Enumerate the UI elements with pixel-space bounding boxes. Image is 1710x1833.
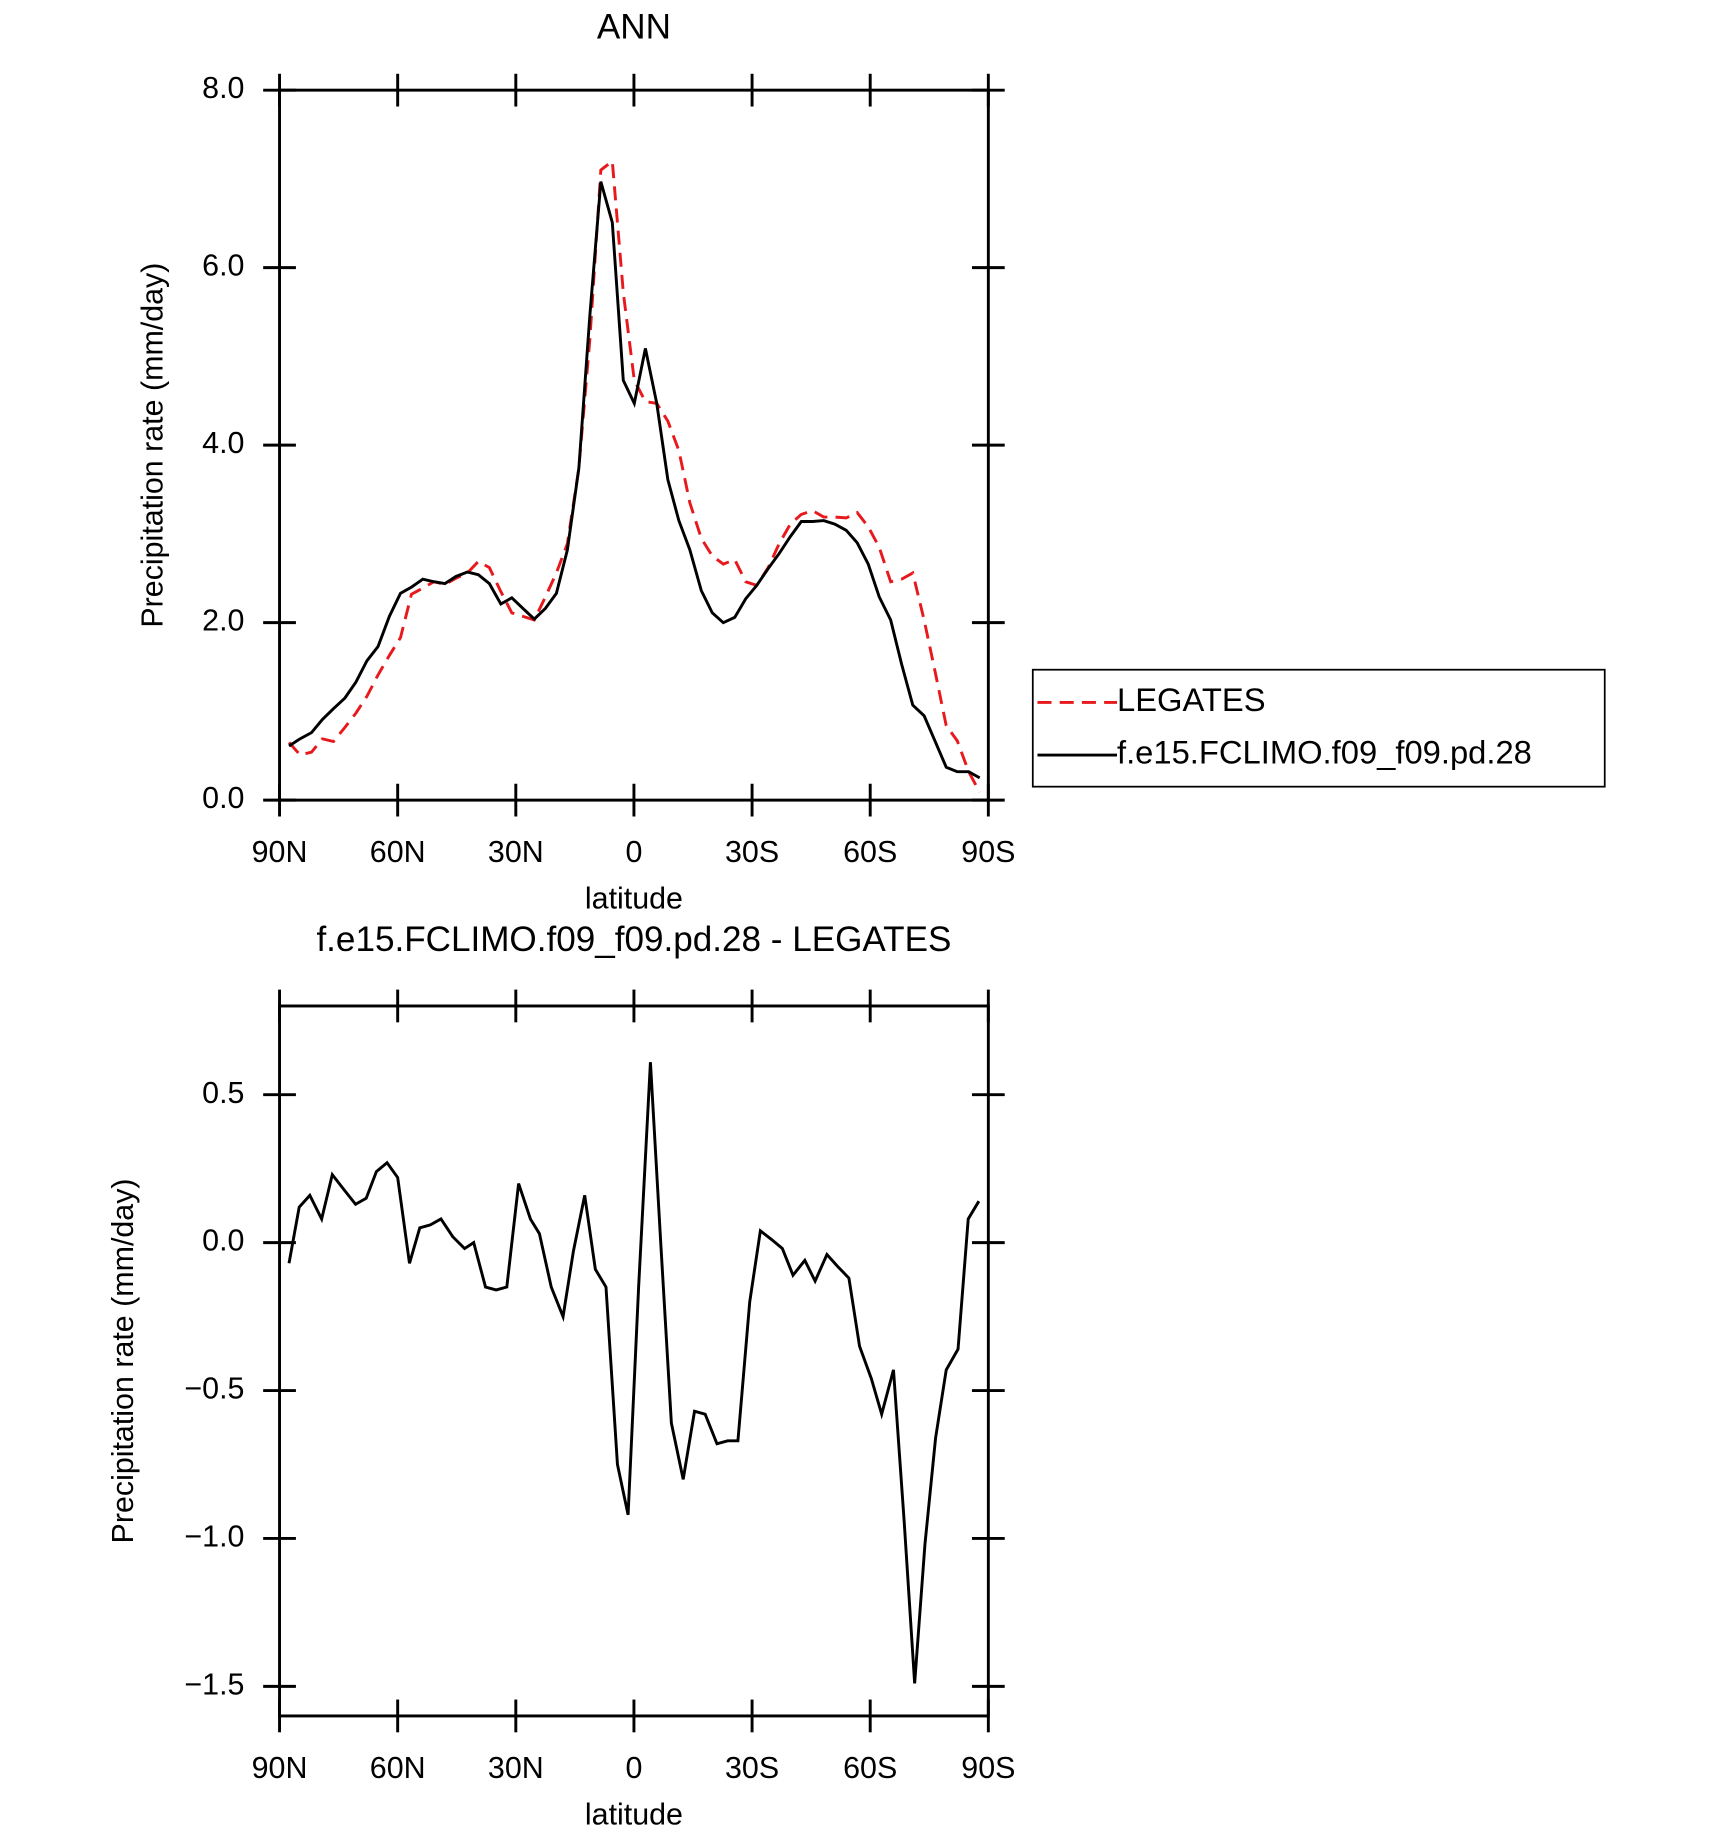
x-tick-label: 60N (370, 1751, 426, 1785)
x-tick-label: 30S (725, 835, 779, 869)
y-axis-label: Precipitation rate (mm/day) (135, 263, 169, 628)
plot-frame (278, 88, 990, 802)
x-axis-label: latitude (585, 882, 683, 916)
y-tick-label: 8.0 (202, 71, 244, 105)
y-tick-label: 6.0 (202, 249, 244, 283)
x-tick-label: 60S (843, 1751, 897, 1785)
data-line (287, 158, 981, 793)
legend-label: LEGATES (1117, 681, 1266, 718)
x-axis-label: latitude (585, 1798, 683, 1832)
data-line (288, 181, 981, 780)
x-tick-label: 0 (625, 835, 642, 869)
x-tick-label: 60N (370, 835, 426, 869)
x-tick-label: 90S (961, 1751, 1015, 1785)
x-tick-label: 30N (488, 835, 544, 869)
x-tick-label: 90S (961, 835, 1015, 869)
y-axis-label: Precipitation rate (mm/day) (106, 1178, 140, 1543)
x-tick-label: 90N (252, 1751, 308, 1785)
chart-title: f.e15.FCLIMO.f09_f09.pd.28 - LEGATES (316, 920, 951, 959)
chart-title: ANN (597, 8, 671, 47)
x-tick-label: 0 (625, 1751, 642, 1785)
y-tick-label: 4.0 (202, 426, 244, 460)
x-tick-label: 30N (488, 1751, 544, 1785)
y-tick-label: 0.5 (202, 1076, 244, 1110)
y-tick-label: 2.0 (202, 604, 244, 638)
y-tick-label: 0.0 (202, 1224, 244, 1258)
y-tick-label: 0.0 (202, 781, 244, 815)
x-tick-label: 60S (843, 835, 897, 869)
x-tick-label: 90N (252, 835, 308, 869)
data-line (287, 1062, 981, 1684)
legend-box (1031, 668, 1606, 788)
legend-label: f.e15.FCLIMO.f09_f09.pd.28 (1117, 734, 1532, 771)
y-tick-label: −1.5 (184, 1667, 244, 1701)
x-tick-label: 30S (725, 1751, 779, 1785)
y-tick-label: −0.5 (184, 1372, 244, 1406)
y-tick-label: −1.0 (184, 1519, 244, 1553)
